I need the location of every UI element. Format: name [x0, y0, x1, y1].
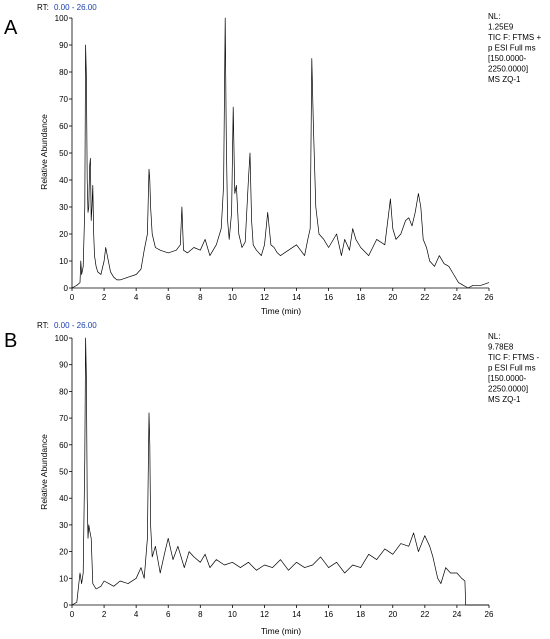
panel-b-x-tick-label: 14: [292, 610, 301, 619]
panel-a-y-tick-label: 100: [55, 14, 69, 23]
panel-a-y-tick-label: 40: [59, 176, 68, 185]
panel-a-x-tick-label: 26: [485, 293, 494, 302]
panel-b-rt-label: RT:: [37, 321, 49, 330]
panel-b-info-line: MS ZQ-1: [488, 395, 521, 404]
panel-a-y-tick-label: 60: [59, 122, 68, 131]
panel-b-x-axis-title: Time (min): [261, 626, 301, 636]
panel-b-info-line: [150.0000-: [488, 374, 527, 383]
panel-a-info-line: p ESI Full ms: [488, 44, 536, 53]
panel-b-y-tick-label: 80: [59, 387, 68, 396]
panel-b-y-tick-label: 20: [59, 548, 68, 557]
panel-a-x-tick-label: 18: [356, 293, 365, 302]
panel-b-x-tick-label: 0: [70, 610, 75, 619]
panel-a-x-axis-title: Time (min): [261, 306, 301, 316]
panel-b-y-tick-label: 0: [64, 601, 69, 610]
panel-a-x-tick-label: 8: [198, 293, 203, 302]
panel-b-y-tick-label: 70: [59, 414, 68, 423]
panel-b: B RT: 0.00 - 26.00 Time (min) Relative A…: [4, 321, 539, 636]
panel-b-info-line: NL:: [488, 332, 500, 341]
panel-a-x-tick-label: 16: [324, 293, 333, 302]
panel-a-x-tick-label: 2: [102, 293, 107, 302]
panel-b-x-tick-label: 26: [485, 610, 494, 619]
panel-b-info-line: 2250.0000]: [488, 385, 528, 394]
panel-b-y-tick-label: 10: [59, 574, 68, 583]
panel-b-x-tick-label: 18: [356, 610, 365, 619]
panel-b-letter: B: [4, 330, 17, 352]
panel-b-info-line: p ESI Full ms: [488, 364, 536, 373]
panel-a-x-tick-label: 0: [70, 293, 75, 302]
panel-b-y-tick-label: 100: [55, 334, 69, 343]
panel-b-x-tick-label: 12: [260, 610, 269, 619]
panel-a-x-tick-label: 20: [388, 293, 397, 302]
panel-b-x-tick-label: 20: [388, 610, 397, 619]
panel-b-x-tick-label: 6: [166, 610, 171, 619]
panel-a-info-line: 1.25E9: [488, 23, 514, 32]
panel-a-y-tick-label: 50: [59, 149, 68, 158]
panel-b-y-tick-label: 50: [59, 468, 68, 477]
panel-a-info-line: NL:: [488, 12, 500, 21]
panel-b-y-tick-label: 30: [59, 521, 68, 530]
panel-a-x-tick-label: 6: [166, 293, 171, 302]
panel-b-y-tick-label: 40: [59, 494, 68, 503]
panel-b-tic-trace: [71, 337, 489, 606]
panel-a-info-line: TIC F: FTMS +: [488, 33, 541, 42]
panel-a-tic-trace: [71, 17, 490, 289]
panel-b-info-line: TIC F: FTMS -: [488, 353, 539, 362]
panel-a-y-axis-title: Relative Abundance: [39, 114, 49, 190]
panel-a-rt-label: RT:: [37, 3, 49, 12]
panel-b-x-tick-label: 4: [134, 610, 139, 619]
panel-b-x-tick-label: 24: [452, 610, 461, 619]
panel-b-y-axis-title: Relative Abundance: [39, 434, 49, 510]
panel-a-x-tick-label: 24: [452, 293, 461, 302]
panel-a-x-tick-label: 4: [134, 293, 139, 302]
panel-a-x-tick-label: 14: [292, 293, 301, 302]
panel-a-y-tick-label: 30: [59, 203, 68, 212]
panel-a-x-tick-label: 22: [420, 293, 429, 302]
panel-b-y-tick-label: 90: [59, 361, 68, 370]
panel-a-y-tick-label: 0: [64, 284, 69, 293]
panel-a-x-tick-label: 10: [228, 293, 237, 302]
panel-b-y-tick-label: 60: [59, 441, 68, 450]
panel-b-x-tick-label: 22: [420, 610, 429, 619]
panel-a-info-line: MS ZQ-1: [488, 75, 521, 84]
panel-a-rt-range: 0.00 - 26.00: [54, 3, 97, 12]
panel-a-y-tick-label: 10: [59, 257, 68, 266]
panel-b-x-tick-label: 8: [198, 610, 203, 619]
panel-a-info-line: [150.0000-: [488, 54, 527, 63]
panel-a-info-line: 2250.0000]: [488, 65, 528, 74]
panel-a-letter: A: [4, 17, 18, 39]
panel-a-y-tick-label: 70: [59, 95, 68, 104]
panel-a-x-tick-label: 12: [260, 293, 269, 302]
panel-b-x-tick-label: 16: [324, 610, 333, 619]
panel-b-x-tick-label: 2: [102, 610, 107, 619]
panel-a-y-tick-label: 20: [59, 230, 68, 239]
panel-b-x-tick-label: 10: [228, 610, 237, 619]
panel-a: A RT: 0.00 - 26.00 Time (min) Relative A…: [4, 3, 541, 316]
panel-b-info-line: 9.78E8: [488, 343, 514, 352]
panel-b-rt-range: 0.00 - 26.00: [54, 321, 97, 330]
panel-a-y-tick-label: 90: [59, 41, 68, 50]
panel-a-y-tick-label: 80: [59, 68, 68, 77]
